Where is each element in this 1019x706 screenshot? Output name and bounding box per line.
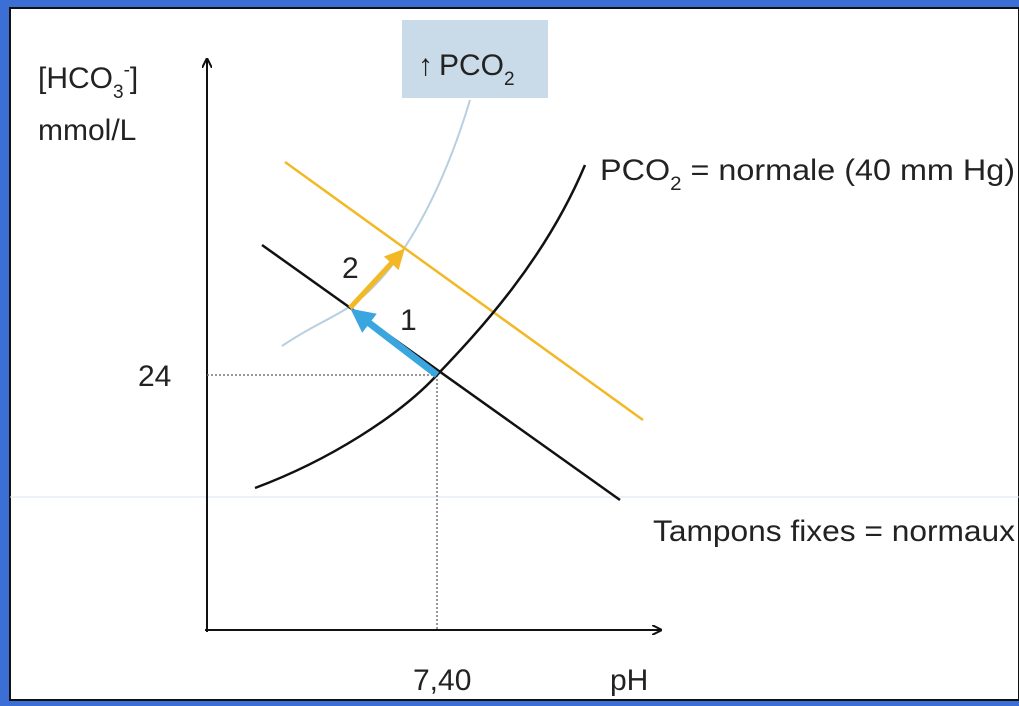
panel bbox=[9, 7, 1019, 701]
pco2-box-label: ↑ PCO2 bbox=[418, 49, 515, 90]
x-value-label: 7,40 bbox=[413, 664, 471, 697]
y-value-label: 24 bbox=[138, 360, 171, 393]
pco2-high-curve bbox=[281, 99, 471, 347]
shifted-buffer-line bbox=[284, 160, 644, 422]
pco2-normal-label: PCO 2 = normale (40 mm Hg) bbox=[600, 154, 1015, 195]
step-label: 1 bbox=[400, 304, 417, 337]
pco2-normal-curve bbox=[254, 164, 587, 490]
y-axis-unit: mmol/L bbox=[38, 114, 136, 147]
step-label: 2 bbox=[342, 252, 359, 285]
y-axis-label: [HCO3-] bbox=[38, 60, 138, 103]
step-arrow-1 bbox=[350, 308, 440, 378]
step-arrow-2 bbox=[348, 248, 405, 310]
buffer-label: Tampons fixes = normaux bbox=[653, 515, 1015, 548]
x-axis-label: pH bbox=[610, 664, 648, 697]
pco2-box bbox=[402, 20, 548, 98]
